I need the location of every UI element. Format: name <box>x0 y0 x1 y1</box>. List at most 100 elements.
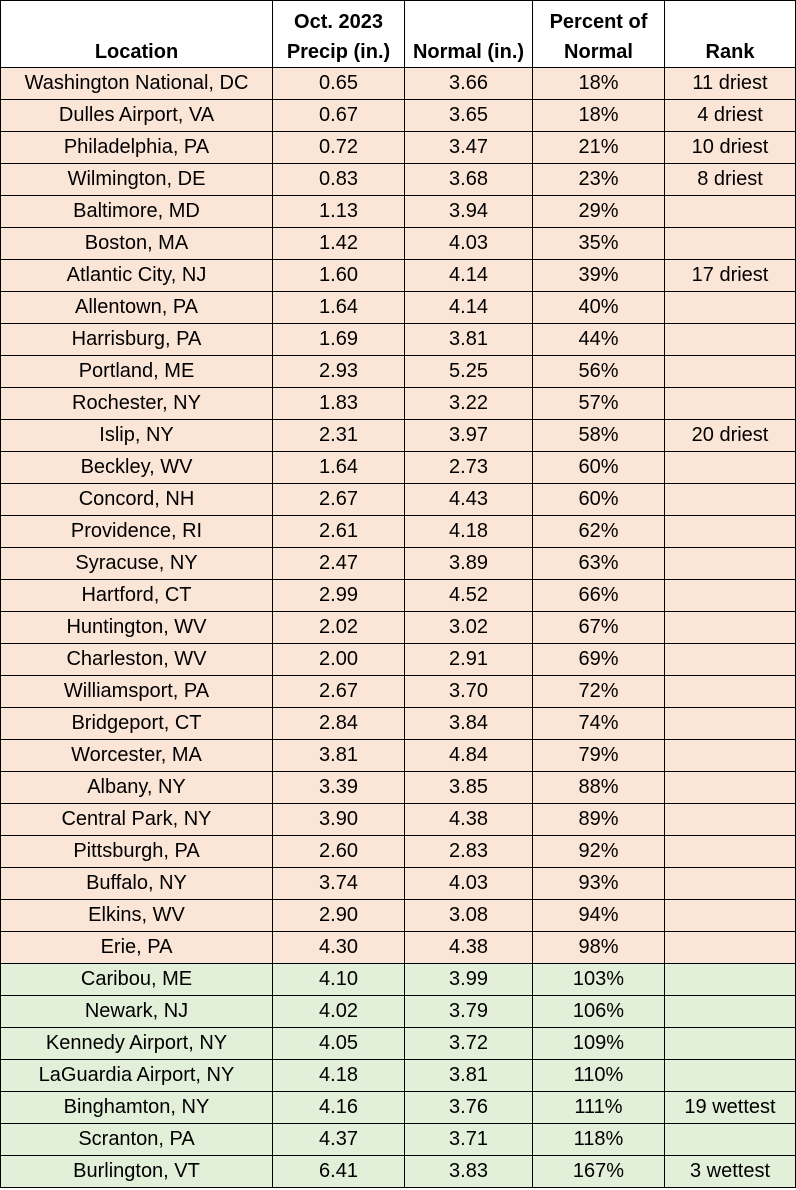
percent-cell: 74% <box>532 707 665 740</box>
rank-cell <box>664 611 796 644</box>
location-cell: Syracuse, NY <box>0 547 273 580</box>
table-row: Harrisburg, PA 1.69 3.81 44% <box>0 323 796 356</box>
rank-cell <box>664 387 796 420</box>
rank-cell <box>664 483 796 516</box>
table-row: Washington National, DC 0.65 3.66 18% 11 dri… <box>0 67 796 100</box>
precip-cell: 2.47 <box>272 547 405 580</box>
table-row: Dulles Airport, VA 0.67 3.65 18% 4 driest <box>0 99 796 132</box>
percent-cell: 88% <box>532 771 665 804</box>
rank-cell <box>664 451 796 484</box>
rank-cell: 3 wettest <box>664 1155 796 1188</box>
location-cell: Islip, NY <box>0 419 273 452</box>
rank-cell <box>664 867 796 900</box>
rank-cell <box>664 899 796 932</box>
table-row: Erie, PA 4.30 4.38 98% <box>0 931 796 964</box>
normal-cell: 3.66 <box>404 67 533 100</box>
percent-cell: 72% <box>532 675 665 708</box>
location-cell: Bridgeport, CT <box>0 707 273 740</box>
table-row: Pittsburgh, PA 2.60 2.83 92% <box>0 835 796 868</box>
table-row: Atlantic City, NJ 1.60 4.14 39% 17 driest <box>0 259 796 292</box>
table-row: Hartford, CT 2.99 4.52 66% <box>0 579 796 612</box>
location-cell: Elkins, WV <box>0 899 273 932</box>
header-rank: Rank <box>664 0 796 68</box>
precip-cell: 2.93 <box>272 355 405 388</box>
normal-cell: 3.83 <box>404 1155 533 1188</box>
percent-cell: 63% <box>532 547 665 580</box>
rank-cell <box>664 707 796 740</box>
percent-cell: 111% <box>532 1091 665 1124</box>
precip-cell: 4.30 <box>272 931 405 964</box>
percent-cell: 58% <box>532 419 665 452</box>
header-row: Location Oct. 2023 Precip (in.) Normal (i… <box>0 0 796 68</box>
normal-cell: 3.08 <box>404 899 533 932</box>
normal-cell: 4.38 <box>404 931 533 964</box>
rank-cell: 20 driest <box>664 419 796 452</box>
normal-cell: 4.03 <box>404 867 533 900</box>
rank-cell: 8 driest <box>664 163 796 196</box>
normal-cell: 3.68 <box>404 163 533 196</box>
percent-cell: 110% <box>532 1059 665 1092</box>
normal-cell: 4.43 <box>404 483 533 516</box>
table-row: Providence, RI 2.61 4.18 62% <box>0 515 796 548</box>
precip-cell: 2.02 <box>272 611 405 644</box>
rank-cell <box>664 963 796 996</box>
location-cell: Atlantic City, NJ <box>0 259 273 292</box>
normal-cell: 3.89 <box>404 547 533 580</box>
precip-cell: 3.81 <box>272 739 405 772</box>
precip-cell: 1.64 <box>272 451 405 484</box>
normal-cell: 4.14 <box>404 259 533 292</box>
location-cell: Pittsburgh, PA <box>0 835 273 868</box>
rank-cell <box>664 323 796 356</box>
table-row: Binghamton, NY 4.16 3.76 111% 19 wettest <box>0 1091 796 1124</box>
rank-cell <box>664 835 796 868</box>
table-row: Newark, NJ 4.02 3.79 106% <box>0 995 796 1028</box>
rank-cell <box>664 1027 796 1060</box>
rank-cell <box>664 1123 796 1156</box>
rank-cell <box>664 515 796 548</box>
rank-cell <box>664 579 796 612</box>
location-cell: Allentown, PA <box>0 291 273 324</box>
precip-cell: 2.84 <box>272 707 405 740</box>
normal-cell: 3.47 <box>404 131 533 164</box>
rank-cell: 19 wettest <box>664 1091 796 1124</box>
precip-cell: 2.61 <box>272 515 405 548</box>
precip-cell: 3.39 <box>272 771 405 804</box>
table-row: Kennedy Airport, NY 4.05 3.72 109% <box>0 1027 796 1060</box>
location-cell: Erie, PA <box>0 931 273 964</box>
normal-cell: 3.65 <box>404 99 533 132</box>
precip-cell: 6.41 <box>272 1155 405 1188</box>
normal-cell: 3.72 <box>404 1027 533 1060</box>
normal-cell: 4.38 <box>404 803 533 836</box>
location-cell: Boston, MA <box>0 227 273 260</box>
rank-cell <box>664 291 796 324</box>
table-row: Syracuse, NY 2.47 3.89 63% <box>0 547 796 580</box>
location-cell: Worcester, MA <box>0 739 273 772</box>
normal-cell: 4.18 <box>404 515 533 548</box>
rank-cell <box>664 547 796 580</box>
location-cell: Dulles Airport, VA <box>0 99 273 132</box>
normal-cell: 3.81 <box>404 323 533 356</box>
location-cell: Philadelphia, PA <box>0 131 273 164</box>
location-cell: Albany, NY <box>0 771 273 804</box>
table-row: Central Park, NY 3.90 4.38 89% <box>0 803 796 836</box>
percent-cell: 79% <box>532 739 665 772</box>
location-cell: Rochester, NY <box>0 387 273 420</box>
normal-cell: 4.84 <box>404 739 533 772</box>
percent-cell: 109% <box>532 1027 665 1060</box>
table-row: Portland, ME 2.93 5.25 56% <box>0 355 796 388</box>
percent-cell: 57% <box>532 387 665 420</box>
normal-cell: 3.02 <box>404 611 533 644</box>
percent-cell: 93% <box>532 867 665 900</box>
percent-cell: 94% <box>532 899 665 932</box>
normal-cell: 3.99 <box>404 963 533 996</box>
percent-cell: 29% <box>532 195 665 228</box>
rank-cell <box>664 643 796 676</box>
table-row: Wilmington, DE 0.83 3.68 23% 8 driest <box>0 163 796 196</box>
precip-cell: 2.31 <box>272 419 405 452</box>
percent-cell: 62% <box>532 515 665 548</box>
precip-cell: 4.18 <box>272 1059 405 1092</box>
table-row: Williamsport, PA 2.67 3.70 72% <box>0 675 796 708</box>
precip-cell: 2.90 <box>272 899 405 932</box>
normal-cell: 3.79 <box>404 995 533 1028</box>
